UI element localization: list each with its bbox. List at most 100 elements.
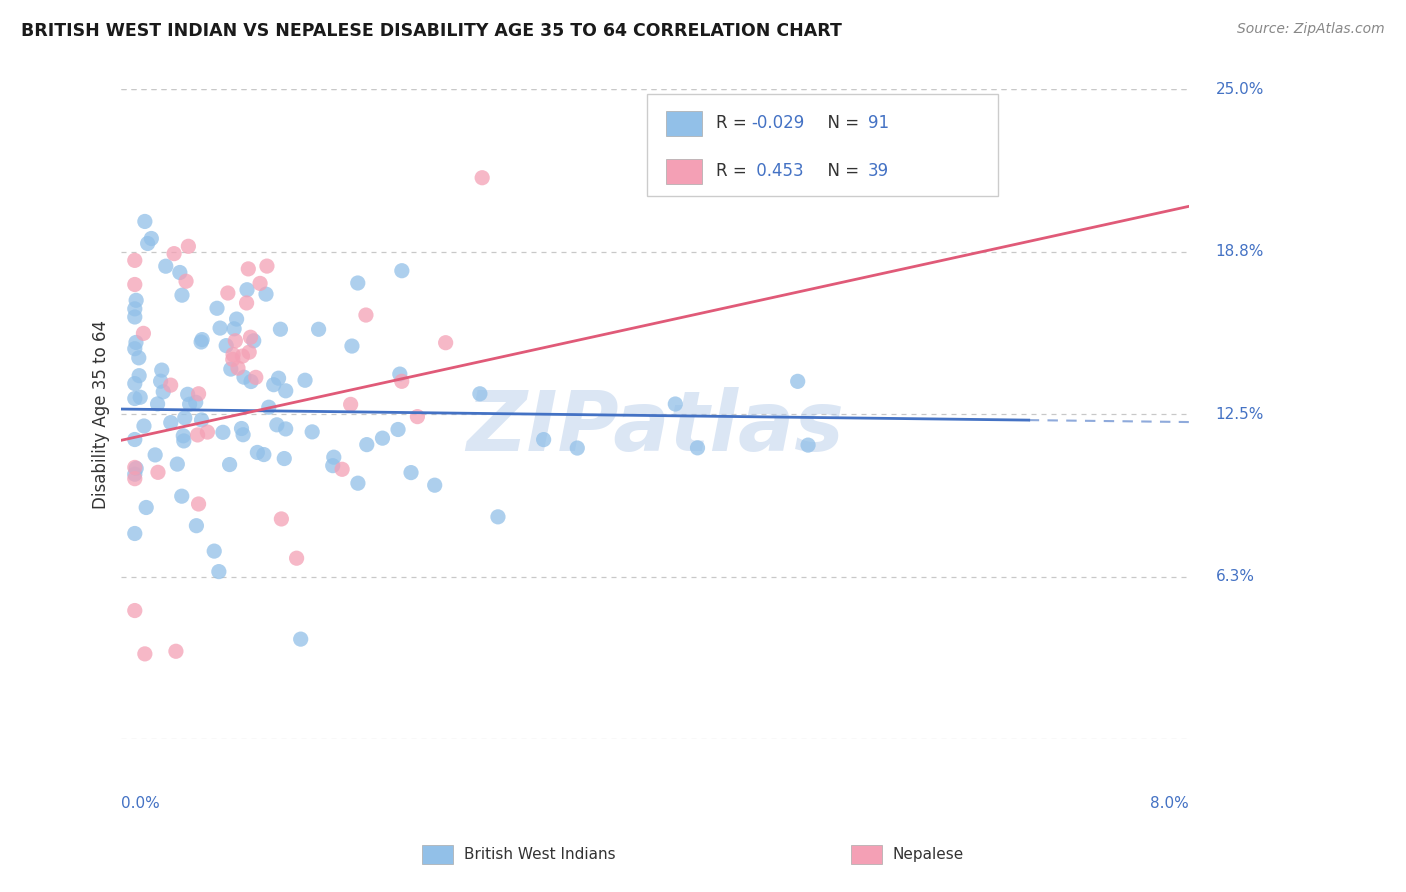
Point — [266, 417, 288, 432]
Text: British West Indians: British West Indians — [464, 847, 616, 862]
Point — [225, 312, 247, 326]
Point — [170, 288, 193, 302]
Text: 6.3%: 6.3% — [1216, 569, 1254, 584]
Point — [166, 457, 188, 471]
Point — [159, 416, 181, 430]
Point — [124, 392, 146, 406]
Text: -0.029: -0.029 — [751, 114, 804, 132]
Point — [339, 397, 361, 411]
Point — [222, 352, 245, 367]
Point — [387, 422, 409, 436]
Text: N =: N = — [817, 162, 865, 180]
Point — [217, 285, 239, 300]
Point — [187, 428, 209, 442]
Point — [235, 296, 257, 310]
Text: Nepalese: Nepalese — [893, 847, 965, 862]
Point — [274, 384, 297, 398]
Point — [128, 368, 150, 383]
Point — [124, 342, 146, 356]
Point — [212, 425, 235, 440]
Point — [330, 462, 353, 476]
Point — [356, 437, 378, 451]
Point — [190, 334, 212, 349]
Point — [146, 466, 169, 480]
Point — [125, 335, 148, 350]
Point — [231, 349, 253, 363]
Point — [423, 478, 446, 492]
Point — [132, 419, 155, 434]
Point — [141, 231, 163, 245]
Point — [797, 438, 820, 452]
Point — [169, 265, 191, 279]
Point — [245, 370, 267, 384]
Point — [165, 644, 187, 658]
Point — [267, 371, 290, 385]
Text: R =: R = — [716, 162, 752, 180]
Point — [184, 395, 207, 409]
Text: N =: N = — [817, 114, 865, 132]
Point — [159, 378, 181, 392]
Point — [129, 390, 152, 404]
Point — [354, 308, 377, 322]
Point — [143, 448, 166, 462]
Point — [174, 274, 197, 288]
Point — [269, 322, 291, 336]
Text: 0.453: 0.453 — [751, 162, 803, 180]
Point — [124, 301, 146, 316]
Point — [294, 373, 316, 387]
Point — [308, 322, 330, 336]
Point — [256, 259, 278, 273]
Point — [124, 603, 146, 617]
Point — [172, 429, 194, 443]
Point — [346, 276, 368, 290]
Point — [242, 334, 264, 348]
Text: 12.5%: 12.5% — [1216, 407, 1264, 422]
Point — [132, 326, 155, 341]
Point — [391, 374, 413, 388]
Text: 91: 91 — [868, 114, 889, 132]
Point — [273, 451, 295, 466]
Point — [125, 461, 148, 475]
Point — [388, 367, 411, 381]
Point — [187, 386, 209, 401]
Point — [322, 458, 344, 473]
Text: R =: R = — [716, 114, 752, 132]
Point — [187, 497, 209, 511]
Point — [124, 277, 146, 292]
Point — [136, 236, 159, 251]
Text: Source: ZipAtlas.com: Source: ZipAtlas.com — [1237, 22, 1385, 37]
Point — [218, 458, 240, 472]
Point — [434, 335, 457, 350]
Point — [468, 386, 491, 401]
Point — [190, 413, 212, 427]
Point — [150, 363, 173, 377]
Point — [163, 246, 186, 260]
Point — [224, 334, 246, 348]
Point — [219, 362, 242, 376]
Point — [236, 283, 259, 297]
Point — [406, 409, 429, 424]
Point — [471, 170, 494, 185]
Point — [270, 512, 292, 526]
Point — [290, 632, 312, 647]
Point — [149, 374, 172, 388]
Text: ZIPatlas: ZIPatlas — [467, 387, 844, 467]
Point — [238, 261, 260, 276]
Y-axis label: Disability Age 35 to 64: Disability Age 35 to 64 — [93, 319, 110, 508]
Point — [134, 647, 156, 661]
Point — [347, 476, 370, 491]
Text: BRITISH WEST INDIAN VS NEPALESE DISABILITY AGE 35 TO 64 CORRELATION CHART: BRITISH WEST INDIAN VS NEPALESE DISABILI… — [21, 22, 842, 40]
Point — [124, 253, 146, 268]
Point — [254, 287, 277, 301]
Text: 25.0%: 25.0% — [1216, 82, 1264, 97]
Point — [238, 345, 260, 359]
Point — [371, 431, 394, 445]
Point — [253, 448, 276, 462]
Point — [202, 544, 225, 558]
Point — [686, 441, 709, 455]
Point — [322, 450, 344, 465]
Point — [226, 361, 249, 376]
Point — [263, 377, 285, 392]
Point — [205, 301, 228, 316]
Text: 0.0%: 0.0% — [121, 797, 160, 812]
